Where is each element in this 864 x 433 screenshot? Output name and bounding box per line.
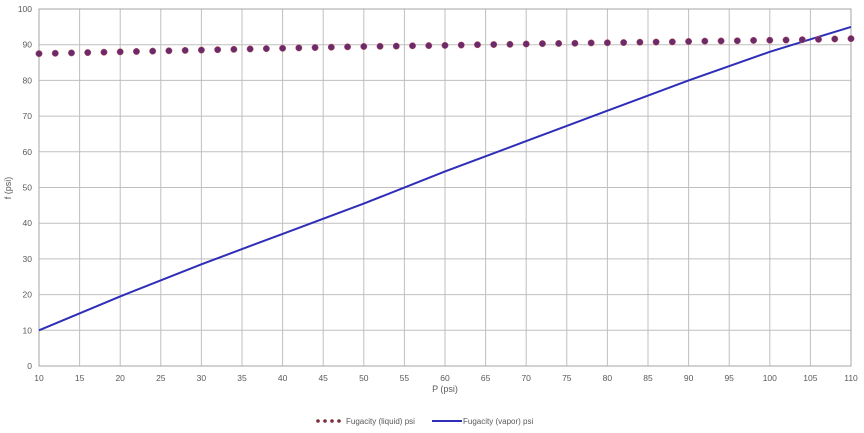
y-tick-label: 0: [27, 361, 32, 371]
liquid-data-point: [230, 45, 238, 53]
liquid-data-point: [165, 47, 173, 55]
x-tick-label: 15: [75, 373, 85, 383]
x-tick-label: 50: [359, 373, 369, 383]
liquid-data-point: [392, 42, 400, 50]
y-tick-label: 70: [23, 111, 33, 121]
liquid-data-point: [311, 44, 319, 52]
series-vapor-line: [38, 25, 852, 332]
liquid-data-point: [652, 38, 660, 46]
x-tick-label: 60: [440, 373, 450, 383]
x-axis-title: P (psi): [432, 384, 458, 394]
x-tick-label: 65: [481, 373, 491, 383]
liquid-data-point: [425, 42, 433, 50]
liquid-data-point: [717, 37, 725, 45]
liquid-data-point: [522, 40, 530, 48]
liquid-data-point: [636, 38, 644, 46]
x-tick-label: 85: [643, 373, 653, 383]
liquid-data-point: [376, 42, 384, 50]
x-tick-label: 25: [156, 373, 166, 383]
x-tick-label: 80: [603, 373, 613, 383]
y-tick-label: 90: [23, 40, 33, 50]
liquid-data-point: [701, 37, 709, 45]
liquid-data-point: [344, 43, 352, 51]
series-liquid-markers: [35, 35, 855, 58]
liquid-data-point: [457, 41, 465, 49]
liquid-data-point: [587, 39, 595, 47]
liquid-data-point: [246, 45, 254, 53]
liquid-data-point: [766, 36, 774, 44]
liquid-data-point: [733, 37, 741, 45]
x-tick-label: 45: [318, 373, 328, 383]
liquid-data-point: [668, 38, 676, 46]
liquid-data-point: [506, 40, 514, 48]
y-tick-label: 40: [23, 218, 33, 228]
liquid-data-point: [798, 36, 806, 44]
liquid-data-point: [68, 49, 75, 57]
x-tick-label: 55: [400, 373, 410, 383]
liquid-data-point: [750, 36, 758, 44]
legend-item-vapor: Fugacity (vapor) psi: [432, 417, 533, 426]
y-tick-label: 80: [23, 75, 33, 85]
liquid-data-point: [181, 46, 189, 54]
liquid-data-point: [295, 44, 303, 52]
x-tick-label: 40: [278, 373, 288, 383]
liquid-data-point: [847, 35, 855, 43]
liquid-data-point: [360, 43, 368, 50]
liquid-data-point: [474, 41, 481, 49]
gridlines: [38, 8, 852, 367]
legend-label-vapor: Fugacity (vapor) psi: [463, 417, 533, 426]
liquid-data-point: [35, 50, 43, 58]
x-tick-label: 95: [724, 373, 734, 383]
liquid-data-point: [279, 44, 287, 52]
x-tick-label: 20: [115, 373, 125, 383]
liquid-data-point: [571, 39, 579, 47]
y-tick-label: 60: [23, 147, 33, 157]
y-axis-ticks: 0 10 20 30 40 50 60 70 80 90 100: [18, 4, 32, 371]
legend-item-liquid: Fugacity (liquid) psi: [316, 417, 415, 426]
y-tick-label: 100: [18, 4, 32, 14]
liquid-data-point: [149, 47, 157, 55]
x-tick-label: 10: [34, 373, 44, 383]
y-tick-label: 30: [23, 254, 33, 264]
liquid-data-point: [132, 48, 140, 55]
y-axis-title: f (psi): [3, 177, 13, 200]
x-tick-label: 75: [562, 373, 572, 383]
plot-area: [38, 8, 852, 367]
liquid-data-point: [262, 45, 270, 53]
x-tick-label: 110: [844, 373, 858, 383]
liquid-data-point: [620, 39, 628, 47]
liquid-data-point: [603, 39, 611, 47]
legend: Fugacity (liquid) psi Fugacity (vapor) p…: [316, 417, 533, 426]
liquid-data-point: [51, 49, 59, 57]
liquid-data-point: [100, 48, 108, 56]
x-tick-label: 35: [237, 373, 247, 383]
liquid-data-point: [782, 36, 790, 44]
liquid-data-point: [490, 41, 498, 48]
liquid-data-point: [538, 40, 546, 48]
y-tick-label: 10: [23, 325, 33, 335]
liquid-data-point: [831, 35, 839, 43]
y-tick-label: 50: [23, 183, 33, 193]
liquid-data-point: [116, 48, 124, 56]
liquid-data-point: [685, 38, 693, 45]
x-axis-ticks: 10 15 20 25 30 35 40 45 50 55 60 65 70 75 80 85 90 95 100 1…: [34, 373, 858, 383]
x-tick-label: 105: [803, 373, 817, 383]
x-tick-label: 90: [684, 373, 694, 383]
liquid-data-point: [84, 49, 92, 57]
liquid-data-point: [214, 46, 222, 54]
x-tick-label: 70: [521, 373, 531, 383]
x-tick-label: 30: [197, 373, 207, 383]
x-tick-label: 100: [763, 373, 777, 383]
legend-label-liquid: Fugacity (liquid) psi: [346, 417, 415, 426]
y-tick-label: 20: [23, 290, 33, 300]
liquid-data-point: [555, 40, 563, 47]
liquid-data-point: [327, 43, 335, 51]
liquid-data-point: [409, 42, 416, 50]
liquid-data-point: [815, 35, 822, 43]
liquid-data-point: [441, 41, 449, 49]
liquid-data-point: [197, 46, 205, 54]
